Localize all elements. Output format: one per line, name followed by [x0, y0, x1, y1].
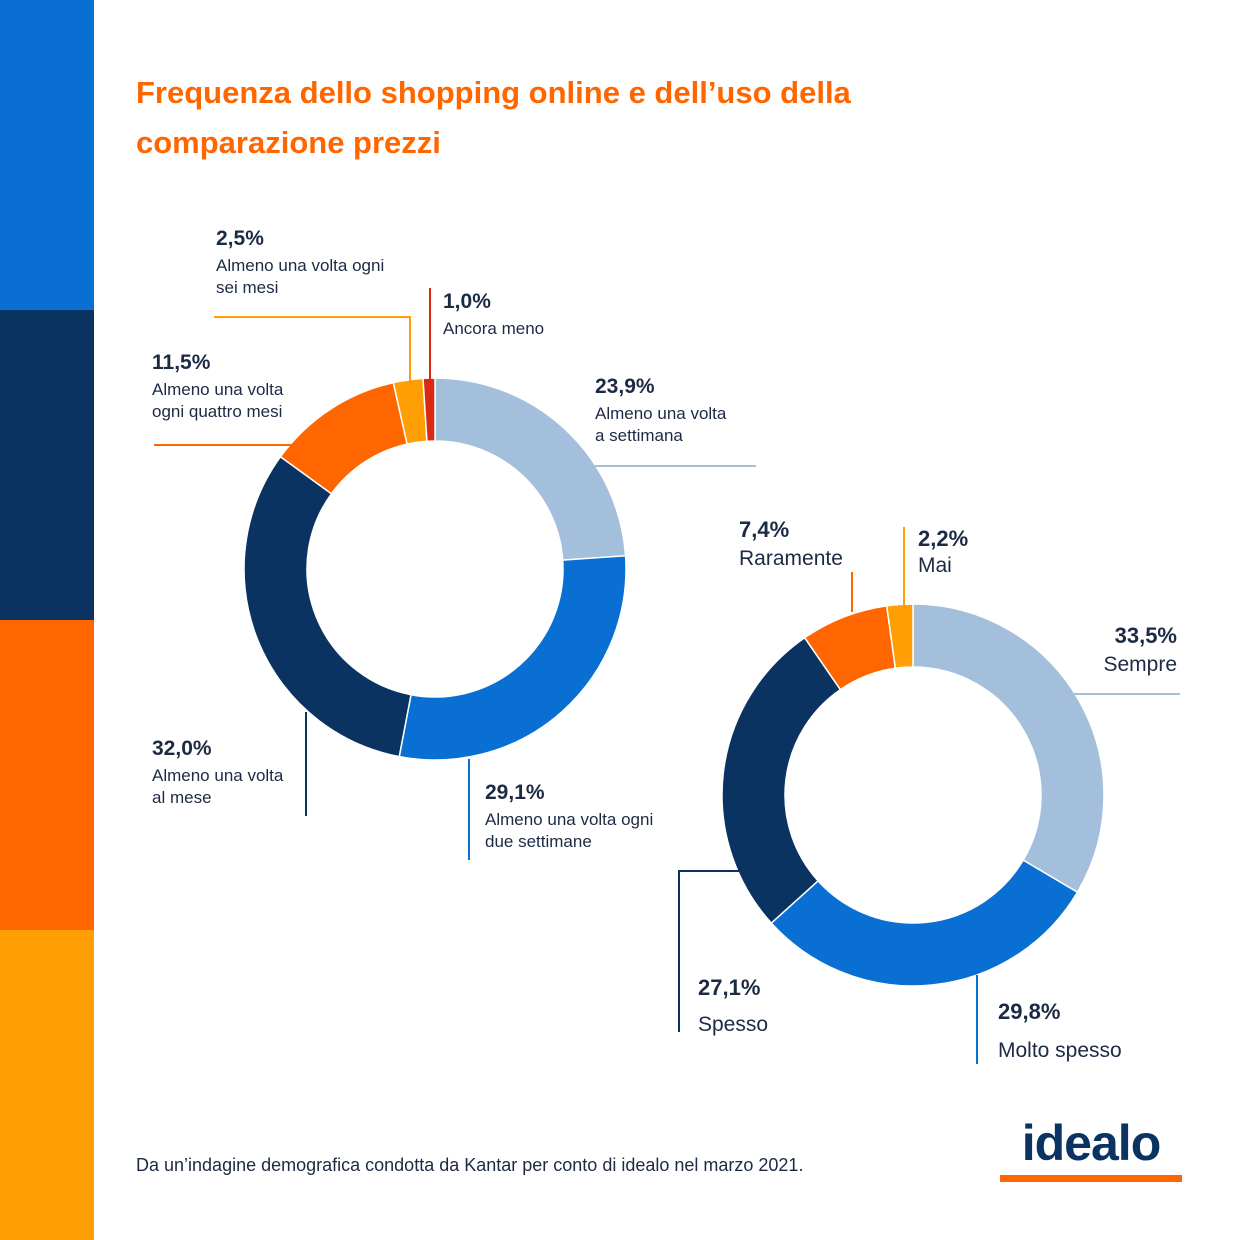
- category-label-almeno-una-volta-ogni-sei-mesi: Almeno una volta ogni: [216, 256, 384, 275]
- sidebar-stripe-blue: [0, 0, 94, 310]
- value-label-almeno-una-volta-a-settimana: 23,9%: [595, 375, 655, 398]
- value-label-molto-spesso: 29,8%: [998, 999, 1060, 1024]
- leader-line-almeno-una-volta-ogni-sei-mesi: [214, 316, 411, 382]
- category-label-molto-spesso: Molto spesso: [998, 1039, 1122, 1062]
- slice-mai: [885, 603, 914, 670]
- slice-almeno-una-volta-ogni-due-settimane: [398, 555, 627, 761]
- value-label-sempre: 33,5%: [1115, 623, 1177, 648]
- category-label-almeno-una-volta-a-settimana: a settimana: [595, 426, 683, 445]
- category-label-almeno-una-volta-ogni-due-settimane: due settimane: [485, 832, 592, 851]
- value-label-raramente: 7,4%: [739, 517, 789, 542]
- sidebar-stripe-amber: [0, 930, 94, 1240]
- slice-molto-spesso: [770, 859, 1079, 987]
- category-label-almeno-una-volta-ogni-quattro-mesi: Almeno una volta: [152, 380, 284, 399]
- idealo-logo-text: idealo: [1021, 1115, 1161, 1171]
- page-title-line-1: Frequenza dello shopping online e dell’u…: [136, 75, 851, 110]
- value-label-ancora-meno: 1,0%: [443, 290, 491, 313]
- page-title-line-2: comparazione prezzi: [136, 125, 441, 160]
- sidebar-stripe-orange: [0, 620, 94, 930]
- idealo-logo: idealo: [1000, 1115, 1182, 1182]
- donut-chart-1: 23,9% Almeno una volta a settimana 29,1% Alm…: [152, 227, 756, 860]
- value-label-almeno-una-volta-ogni-quattro-mesi: 11,5%: [152, 351, 211, 374]
- category-label-almeno-una-volta-ogni-sei-mesi: sei mesi: [216, 278, 278, 297]
- value-label-almeno-una-volta-ogni-due-settimane: 29,1%: [485, 781, 545, 804]
- slice-almeno-una-volta-al-mese: [243, 455, 412, 758]
- category-label-almeno-una-volta-a-settimana: Almeno una volta: [595, 404, 727, 423]
- value-label-mai: 2,2%: [918, 526, 968, 551]
- category-label-spesso: Spesso: [698, 1013, 768, 1036]
- slice-sempre: [912, 603, 1105, 894]
- leader-line-spesso: [678, 870, 741, 1032]
- donut-chart-2: 33,5% Sempre 29,8% Molto spesso 27,1% Spesso 7…: [678, 517, 1180, 1064]
- category-label-almeno-una-volta-al-mese: al mese: [152, 788, 212, 807]
- category-label-almeno-una-volta-ogni-quattro-mesi: ogni quattro mesi: [152, 402, 282, 421]
- idealo-logo-underline: [1000, 1175, 1182, 1182]
- page-title: Frequenza dello shopping online e dell’u…: [136, 68, 1036, 168]
- value-label-spesso: 27,1%: [698, 975, 760, 1000]
- footnote: Da un’indagine demografica condotta da K…: [136, 1155, 804, 1175]
- category-label-almeno-una-volta-al-mese: Almeno una volta: [152, 766, 284, 785]
- value-label-almeno-una-volta-al-mese: 32,0%: [152, 737, 212, 760]
- category-label-mai: Mai: [918, 554, 952, 577]
- category-label-almeno-una-volta-ogni-due-settimane: Almeno una volta ogni: [485, 810, 653, 829]
- category-label-sempre: Sempre: [1103, 653, 1177, 676]
- category-label-ancora-meno: Ancora meno: [443, 319, 544, 338]
- slice-ancora-meno: [422, 377, 436, 443]
- sidebar-stripes: [0, 0, 94, 1240]
- category-label-raramente: Raramente: [739, 547, 843, 570]
- value-label-almeno-una-volta-ogni-sei-mesi: 2,5%: [216, 227, 264, 250]
- sidebar-stripe-navy: [0, 310, 94, 620]
- slice-spesso: [721, 636, 842, 925]
